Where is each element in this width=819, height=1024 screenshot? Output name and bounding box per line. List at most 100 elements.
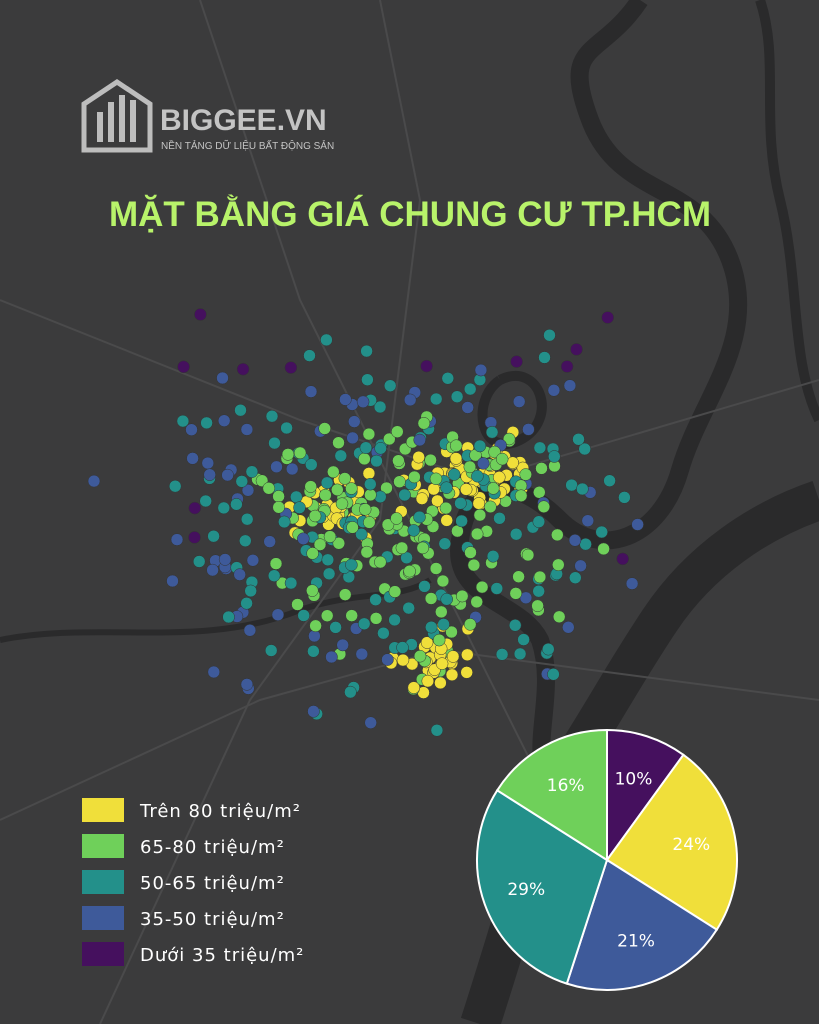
map-dot: [306, 547, 319, 560]
map-dot: [221, 468, 234, 482]
legend-swatch: [82, 906, 124, 930]
map-dot: [595, 525, 608, 539]
pie-label: 10%: [615, 769, 653, 789]
map-dot: [490, 582, 504, 595]
map-dot: [552, 610, 566, 624]
map-dot: [445, 625, 458, 639]
map-dot: [331, 483, 344, 497]
map-dot: [435, 605, 448, 619]
map-dot: [473, 439, 487, 453]
map-dot: [547, 668, 560, 681]
map-dot: [568, 534, 582, 547]
map-dot: [240, 423, 254, 436]
map-dot: [339, 393, 352, 406]
map-dots: [87, 308, 644, 737]
logo-icon: [81, 78, 153, 153]
map-dot: [362, 467, 376, 480]
map-dot: [303, 349, 316, 362]
map-dot: [396, 641, 409, 654]
map-dot: [217, 414, 231, 427]
map-dot: [332, 436, 345, 449]
map-dot: [392, 454, 405, 467]
map-dot: [360, 545, 374, 559]
map-dot: [373, 400, 387, 414]
map-dot: [363, 516, 376, 529]
map-dot: [440, 481, 453, 494]
map-dot: [441, 372, 455, 385]
map-dot: [320, 609, 334, 622]
map-dot: [502, 432, 516, 446]
map-dot: [543, 328, 556, 342]
legend-swatch: [82, 870, 124, 894]
map-dot: [270, 460, 283, 474]
logo: BIGGEE.VN NỀN TẢNG DỮ LIỆU BẤT ĐỘNG SẢN: [81, 78, 334, 153]
map-dot: [192, 555, 206, 568]
map-dot: [424, 453, 437, 467]
map-dot: [425, 620, 438, 634]
map-dot: [290, 490, 303, 504]
map-dot: [495, 648, 509, 661]
map-dot: [334, 449, 348, 463]
map-dot: [533, 486, 546, 499]
map-dot: [532, 515, 546, 528]
map-dot: [207, 665, 221, 679]
map-dot: [335, 497, 349, 510]
brand-tagline: NỀN TẢNG DỮ LIỆU BẤT ĐỘNG SẢN: [161, 139, 334, 152]
map-dot: [264, 644, 278, 657]
map-dot: [472, 497, 486, 510]
map-dot: [185, 423, 198, 436]
map-dot: [281, 448, 295, 461]
map-dot: [305, 458, 318, 471]
map-dot: [348, 415, 361, 428]
pie-slice: [476, 788, 609, 985]
map-dot: [570, 343, 583, 356]
map-dot: [421, 674, 435, 688]
map-dot: [461, 648, 474, 662]
pie-label: 24%: [672, 835, 710, 855]
map-dot: [170, 533, 184, 546]
map-dot: [268, 436, 281, 450]
map-dot: [413, 510, 426, 524]
map-dot: [542, 642, 555, 656]
map-dot: [447, 468, 461, 481]
map-dot: [297, 609, 310, 622]
map-dot: [532, 584, 545, 598]
map-dot: [325, 650, 338, 664]
map-dot: [393, 475, 406, 488]
map-dot: [562, 621, 575, 634]
map-dot: [535, 462, 548, 475]
map-dot: [262, 482, 276, 495]
title: MẶT BẰNG GIÁ CHUNG CƯ TP.HCM: [109, 194, 711, 234]
map-dot: [413, 649, 427, 663]
map-dot: [369, 612, 383, 625]
map-dot: [278, 515, 291, 529]
map-dot: [514, 489, 528, 502]
map-dot: [377, 626, 390, 640]
map-dot: [230, 498, 243, 511]
map-dot: [269, 557, 283, 570]
map-dot: [578, 442, 591, 456]
map-dot: [467, 558, 481, 572]
map-dot: [199, 494, 212, 508]
map-dot: [380, 481, 393, 495]
map-dot: [522, 423, 535, 436]
map-dot: [391, 425, 404, 438]
map-dot: [236, 362, 250, 376]
map-dot: [429, 392, 443, 406]
logo-bar: [119, 95, 125, 142]
map-dot: [487, 482, 500, 495]
map-dot: [495, 452, 509, 466]
map-dot: [455, 589, 469, 603]
map-dot: [323, 530, 337, 543]
map-dot: [548, 450, 561, 463]
map-dot: [240, 678, 254, 691]
map-dot: [370, 454, 383, 468]
map-dot: [485, 425, 499, 439]
map-dot: [388, 613, 401, 627]
map-dot: [424, 592, 438, 605]
map-dot: [572, 433, 585, 446]
map-dot: [449, 439, 463, 452]
map-dot: [360, 344, 373, 358]
map-dot: [383, 432, 396, 446]
map-dot: [390, 512, 403, 525]
